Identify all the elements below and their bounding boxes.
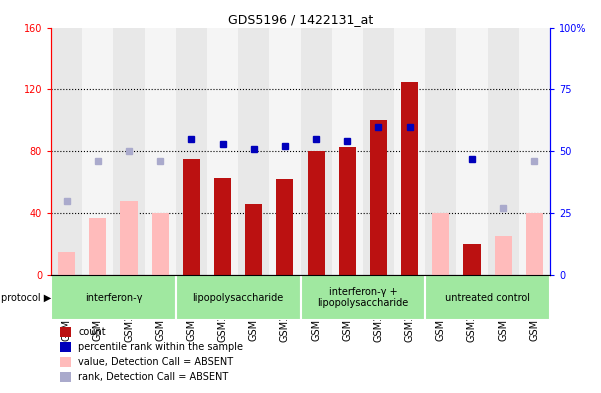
Bar <box>363 28 394 275</box>
Text: lipopolysaccharide: lipopolysaccharide <box>192 293 284 303</box>
Bar <box>51 275 176 320</box>
Bar <box>463 244 481 275</box>
Text: rank, Detection Call = ABSENT: rank, Detection Call = ABSENT <box>78 372 228 382</box>
Title: GDS5196 / 1422131_at: GDS5196 / 1422131_at <box>228 13 373 26</box>
Bar <box>214 178 231 275</box>
Bar <box>151 213 169 275</box>
Bar <box>426 28 456 275</box>
Bar <box>51 28 82 275</box>
Bar <box>308 151 325 275</box>
Bar <box>207 28 238 275</box>
Text: untreated control: untreated control <box>445 293 530 303</box>
Text: value, Detection Call = ABSENT: value, Detection Call = ABSENT <box>78 357 233 367</box>
Bar <box>432 213 450 275</box>
Bar <box>300 275 426 320</box>
Bar <box>276 179 293 275</box>
Bar <box>145 28 176 275</box>
Bar <box>176 28 207 275</box>
Bar <box>487 28 519 275</box>
Bar <box>401 82 418 275</box>
Bar <box>238 28 269 275</box>
Bar <box>114 28 145 275</box>
Bar <box>426 275 550 320</box>
Bar <box>82 28 114 275</box>
Text: interferon-γ: interferon-γ <box>85 293 142 303</box>
Text: interferon-γ +
lipopolysaccharide: interferon-γ + lipopolysaccharide <box>317 287 409 309</box>
Bar <box>332 28 363 275</box>
Bar <box>526 213 543 275</box>
Text: percentile rank within the sample: percentile rank within the sample <box>78 342 243 352</box>
Bar <box>339 147 356 275</box>
Bar <box>269 28 300 275</box>
Bar <box>245 204 262 275</box>
Bar <box>120 201 138 275</box>
Bar <box>456 28 487 275</box>
Bar <box>370 120 387 275</box>
Bar <box>300 28 332 275</box>
Text: count: count <box>78 327 106 337</box>
Bar <box>183 159 200 275</box>
Text: protocol ▶: protocol ▶ <box>1 293 51 303</box>
Bar <box>58 252 75 275</box>
Bar <box>90 218 106 275</box>
Bar <box>176 275 300 320</box>
Bar <box>394 28 426 275</box>
Bar <box>495 237 511 275</box>
Bar <box>519 28 550 275</box>
